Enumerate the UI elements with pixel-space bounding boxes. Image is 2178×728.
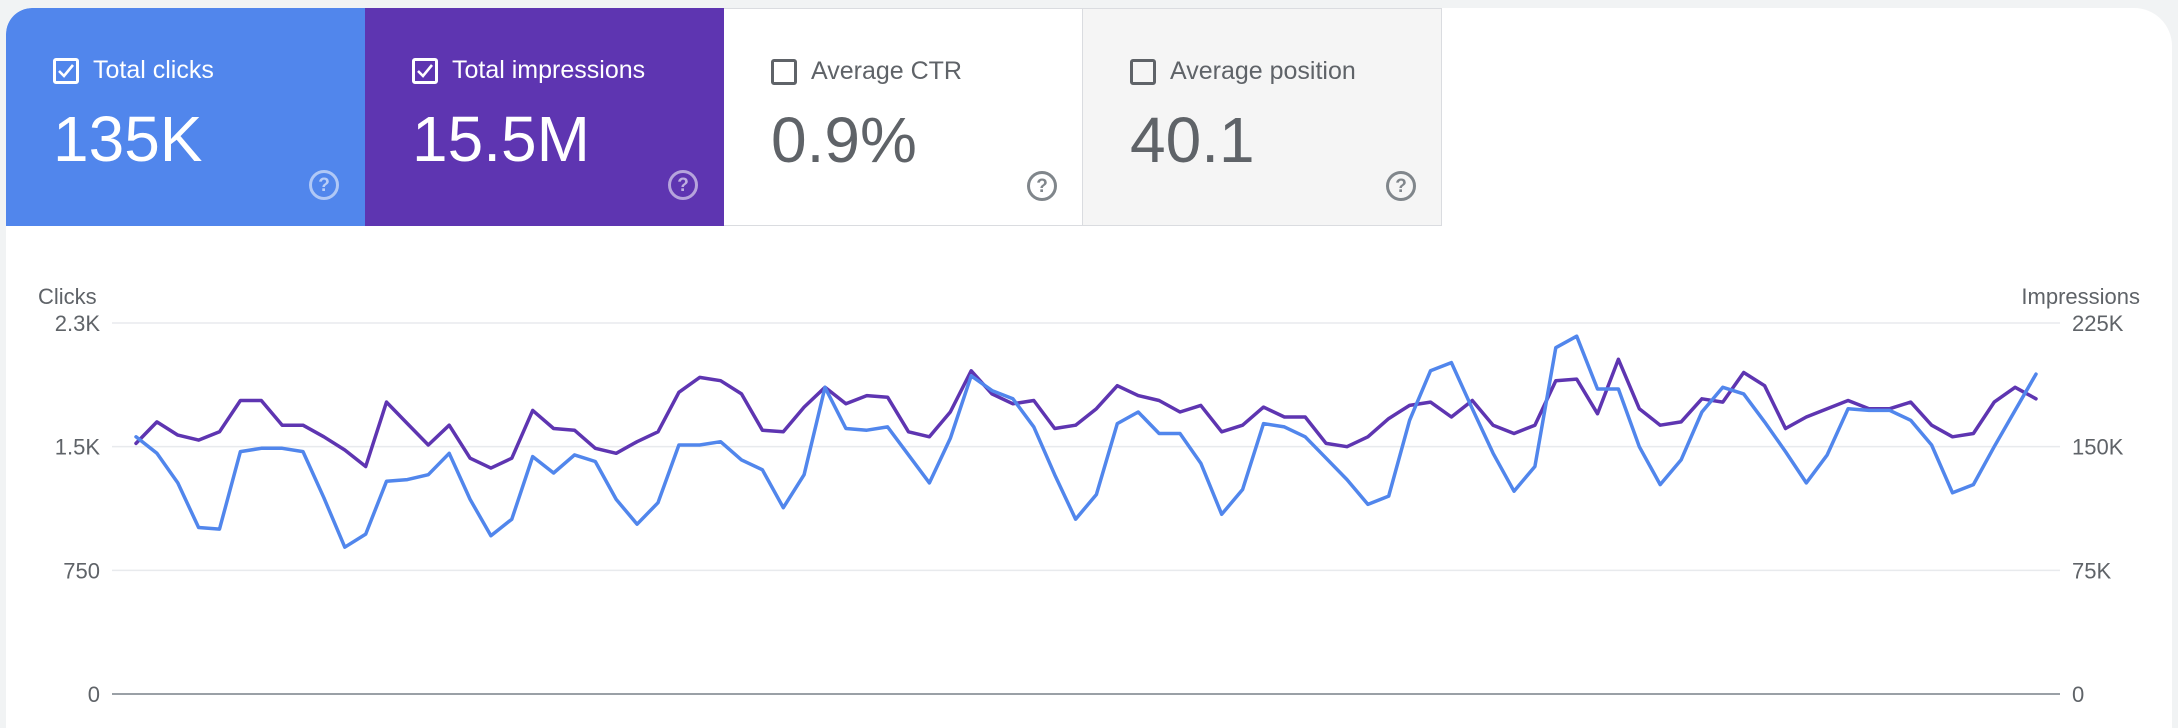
performance-line-chart: Clicks Impressions 0 0 750 75K 1.5K 150K 2.3K 2… [38,284,2140,707]
metric-value: 0.9% [771,104,917,176]
y-left-tick-label: 750 [63,558,100,583]
checkbox-checked-icon[interactable] [412,58,438,84]
y-left-axis-title: Clicks [38,284,97,309]
help-circle-icon[interactable]: ? [309,170,339,200]
metric-label: Average position [1170,57,1356,85]
metric-label: Total impressions [452,56,646,84]
checkbox-checked-icon[interactable] [53,58,79,84]
metric-tiles: Total clicks 135K ? Total impressions 15… [6,8,1442,226]
help-circle-icon[interactable]: ? [1386,171,1416,201]
series-line-clicks [134,334,2038,549]
help-circle-icon[interactable]: ? [668,170,698,200]
series-line-impressions [134,357,2038,470]
y-left-tick-label: 2.3K [55,311,101,336]
help-circle-icon[interactable]: ? [1027,171,1057,201]
metric-value: 40.1 [1130,104,1255,176]
metric-value: 135K [53,103,203,175]
metric-tile-average-position[interactable]: Average position 40.1 ? [1083,8,1442,226]
y-right-tick-label: 225K [2072,311,2124,336]
y-right-axis-title: Impressions [2021,284,2140,309]
metric-label: Average CTR [811,57,962,85]
y-right-tick-label: 150K [2072,435,2124,460]
metric-value: 15.5M [412,103,590,175]
metric-tile-total-impressions[interactable]: Total impressions 15.5M ? [365,8,724,226]
y-right-tick-label: 75K [2072,558,2111,583]
y-left-tick-label: 1.5K [55,435,101,460]
metric-tile-total-clicks[interactable]: Total clicks 135K ? [6,8,365,226]
y-left-tick-label: 0 [88,682,100,707]
checkbox-unchecked-icon[interactable] [771,59,797,85]
y-right-tick-label: 0 [2072,682,2084,707]
checkbox-unchecked-icon[interactable] [1130,59,1156,85]
metric-label: Total clicks [93,56,214,84]
performance-card: Total clicks 135K ? Total impressions 15… [6,8,2172,728]
metric-tile-average-ctr[interactable]: Average CTR 0.9% ? [724,8,1083,226]
